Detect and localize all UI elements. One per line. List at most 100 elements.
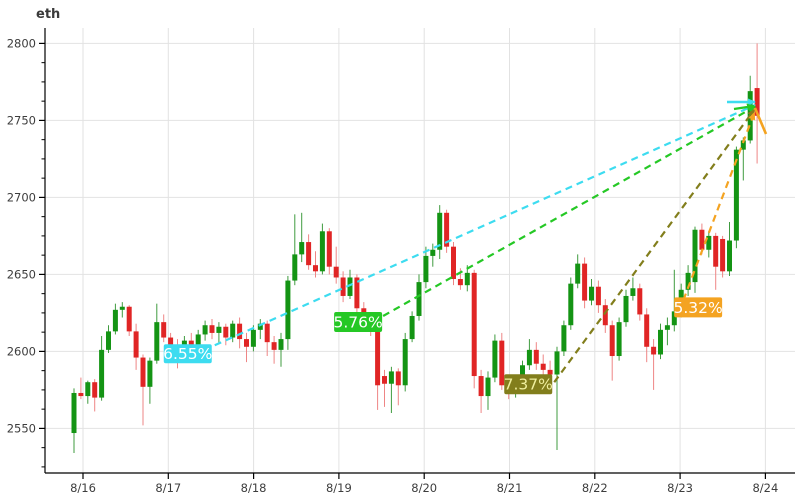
candle xyxy=(271,336,277,364)
candle xyxy=(630,277,636,301)
candle xyxy=(71,388,77,454)
candle xyxy=(754,43,760,164)
candle xyxy=(244,332,249,363)
annotations xyxy=(214,98,768,383)
candle xyxy=(664,317,670,346)
svg-text:5.76%: 5.76% xyxy=(333,313,382,331)
orange-arrow-tail xyxy=(753,107,768,135)
y-tick-label: 2700 xyxy=(7,190,36,204)
x-tick-label: 8/17 xyxy=(155,481,181,495)
y-tick-label: 2800 xyxy=(7,36,36,50)
candle xyxy=(237,317,243,349)
green-arrow xyxy=(733,103,755,111)
candle xyxy=(713,232,719,290)
pct-label-737: 7.37% xyxy=(504,374,553,395)
candle xyxy=(644,308,650,363)
candle xyxy=(319,223,325,275)
candle xyxy=(451,242,456,286)
gridlines xyxy=(45,28,795,473)
candle xyxy=(706,231,712,258)
candle xyxy=(568,277,574,330)
candle xyxy=(299,212,305,263)
candle xyxy=(313,251,318,278)
candle xyxy=(161,314,167,343)
candle xyxy=(733,146,739,249)
candle xyxy=(375,323,381,410)
candle xyxy=(78,377,84,400)
candles xyxy=(71,43,760,454)
y-tick-label: 2650 xyxy=(7,267,36,281)
candle xyxy=(492,334,498,383)
candle xyxy=(637,283,643,321)
candle xyxy=(478,369,484,413)
candle xyxy=(471,269,477,389)
candle xyxy=(333,246,339,284)
candle xyxy=(395,368,401,406)
candle xyxy=(430,243,436,267)
candle xyxy=(264,320,270,357)
candle xyxy=(437,205,443,259)
x-tick-label: 8/21 xyxy=(497,481,523,495)
candle xyxy=(250,325,256,352)
candle xyxy=(112,303,118,335)
svg-text:5.32%: 5.32% xyxy=(674,299,723,317)
x-tick-label: 8/22 xyxy=(582,481,608,495)
y-tick-label: 2750 xyxy=(7,113,36,127)
candle xyxy=(223,323,229,346)
svg-text:6.55%: 6.55% xyxy=(163,345,212,363)
candle xyxy=(616,317,622,361)
candle xyxy=(602,299,608,333)
candle xyxy=(292,214,298,286)
x-tick-label: 8/16 xyxy=(70,481,96,495)
candle xyxy=(326,228,332,275)
candle xyxy=(589,279,594,306)
trend-line-737 xyxy=(553,108,756,383)
candle xyxy=(685,265,691,296)
candle xyxy=(119,302,125,318)
candle xyxy=(209,319,215,340)
candle xyxy=(257,319,263,340)
candle xyxy=(154,303,160,364)
candle xyxy=(99,336,105,401)
candle xyxy=(133,323,139,370)
candle xyxy=(285,275,291,350)
candle xyxy=(740,137,746,181)
axes: 2550 2600 2650 2700 2750 2800 8/16 8/17 8/18 8/19… xyxy=(7,28,795,495)
candle xyxy=(658,323,663,360)
candle xyxy=(85,380,91,404)
x-tick-label: 8/24 xyxy=(752,481,778,495)
candle xyxy=(402,332,408,392)
candle xyxy=(595,280,601,313)
candle xyxy=(306,234,312,270)
candle xyxy=(354,274,360,313)
pct-label-576: 5.76% xyxy=(333,311,383,332)
candle xyxy=(651,339,657,390)
candle xyxy=(526,339,532,370)
candle xyxy=(278,332,284,367)
pct-label-655: 6.55% xyxy=(163,344,212,364)
candle xyxy=(727,222,732,276)
candle xyxy=(140,354,146,426)
y-tick-label: 2600 xyxy=(7,344,36,358)
candle xyxy=(609,320,615,381)
candle xyxy=(423,246,429,289)
candle xyxy=(582,257,588,309)
x-tick-label: 8/18 xyxy=(241,481,267,495)
candle xyxy=(561,320,567,357)
y-tick-label: 2550 xyxy=(7,421,36,435)
candle xyxy=(202,320,208,341)
x-tick-label: 8/23 xyxy=(667,481,693,495)
candle xyxy=(554,346,560,450)
candle xyxy=(106,325,111,353)
x-tick-label: 8/19 xyxy=(326,481,352,495)
candle xyxy=(92,379,98,412)
candle xyxy=(126,305,132,336)
candle xyxy=(416,274,422,321)
candle xyxy=(533,342,539,370)
candle xyxy=(382,369,387,407)
candle xyxy=(340,271,346,303)
candle xyxy=(485,371,491,410)
candle xyxy=(147,357,153,404)
x-tick-label: 8/20 xyxy=(411,481,437,495)
